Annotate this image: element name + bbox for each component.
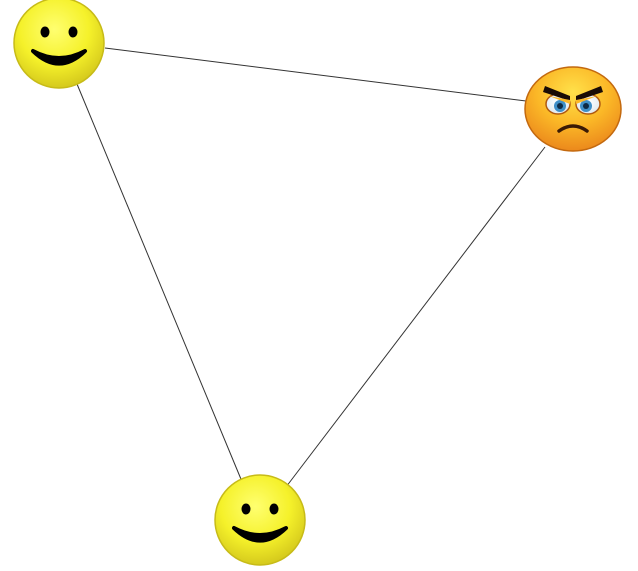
edges — [76, 47, 546, 488]
happy-face-icon — [13, 0, 105, 89]
angry-face-icon — [524, 66, 622, 152]
edge-top-left-to-bottom — [76, 83, 244, 485]
edge-top-left-to-right — [104, 47, 527, 102]
edge-right-to-bottom — [285, 146, 546, 488]
happy-face-icon — [214, 474, 306, 566]
